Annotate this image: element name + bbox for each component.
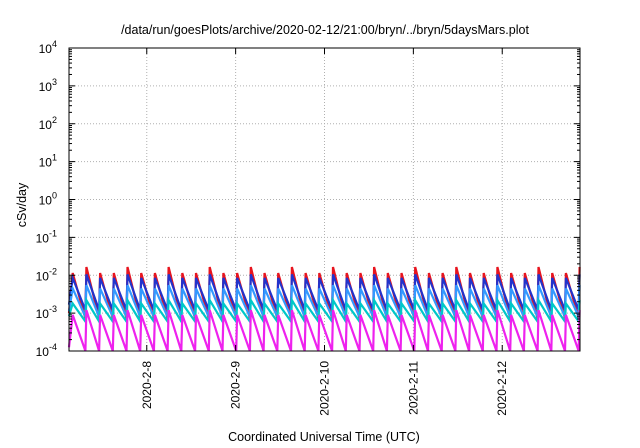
y-tick-label: 103 <box>39 77 57 94</box>
x-tick-label: 2020-2-11 <box>406 361 420 415</box>
y-tick-label: 104 <box>39 39 57 56</box>
y-tick-label: 101 <box>39 153 57 170</box>
y-tick-label: 100 <box>39 191 57 208</box>
y-axis: 10-4 10-3 10-2 10-1 100 101 102 103 104 <box>36 39 580 359</box>
y-tick-label: 102 <box>39 115 57 132</box>
y-tick-label: 10-4 <box>36 342 57 359</box>
x-tick-label: 2020-2-10 <box>318 361 332 416</box>
y-axis-label: cSv/day <box>15 182 29 227</box>
x-tick-label: 2020-2-9 <box>229 361 243 409</box>
x-axis-label: Coordinated Universal Time (UTC) <box>228 430 420 444</box>
series-line <box>67 309 581 352</box>
x-tick-label: 2020-2-12 <box>495 361 509 416</box>
grid-lines <box>69 48 580 351</box>
data-series <box>67 266 581 352</box>
y-tick-label: 10-2 <box>36 266 57 283</box>
chart-title: /data/run/goesPlots/archive/2020-02-12/2… <box>121 23 529 37</box>
y-tick-label: 10-1 <box>36 228 57 245</box>
x-tick-label: 2020-2-8 <box>140 361 154 409</box>
x-axis: 2020-2-8 2020-2-9 2020-2-10 2020-2-11 2020-2… <box>140 48 509 416</box>
y-tick-label: 10-3 <box>36 304 57 321</box>
